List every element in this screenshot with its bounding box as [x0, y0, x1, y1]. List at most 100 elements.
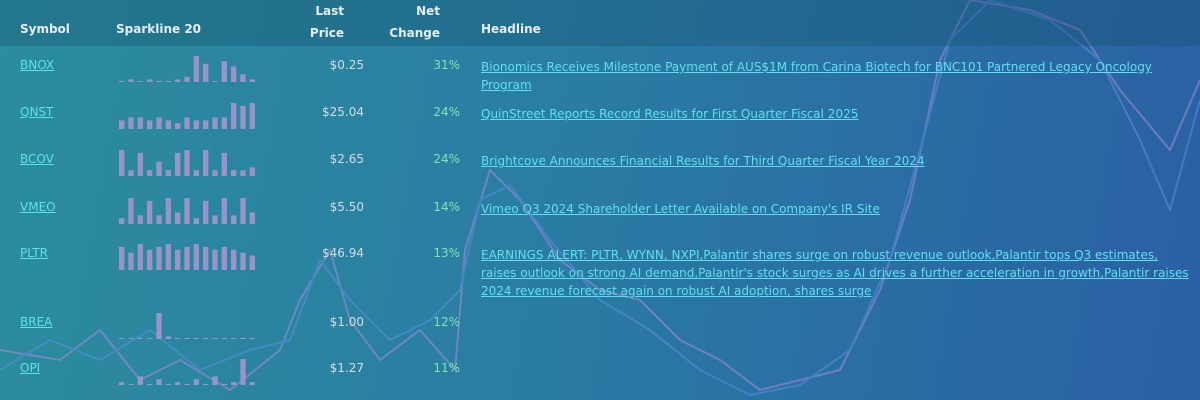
- spark-bar: [231, 249, 237, 270]
- spark-bar: [193, 170, 199, 176]
- symbol-link[interactable]: QNST: [20, 105, 54, 119]
- spark-bar: [240, 105, 246, 129]
- net-change: 11%: [433, 361, 460, 375]
- spark-bar: [175, 382, 181, 385]
- spark-bar: [137, 338, 143, 339]
- spark-bar: [165, 198, 171, 224]
- spark-bar: [249, 103, 255, 129]
- spark-bar: [184, 384, 190, 385]
- spark-bar: [249, 382, 255, 385]
- spark-bar: [128, 198, 134, 224]
- spark-bar: [212, 81, 218, 82]
- spark-bar: [165, 120, 171, 129]
- spark-bar: [156, 117, 162, 129]
- spark-bar: [231, 170, 237, 176]
- spark-bar: [128, 79, 134, 82]
- spark-bar: [193, 379, 199, 385]
- spark-bar: [147, 120, 153, 129]
- spark-bar: [147, 170, 153, 176]
- spark-bar: [203, 150, 209, 176]
- spark-bar: [184, 246, 190, 270]
- spark-bar: [249, 167, 255, 176]
- spark-bar: [175, 79, 181, 82]
- spark-bar: [203, 63, 209, 82]
- spark-bar: [221, 117, 227, 129]
- spark-bar: [221, 384, 227, 385]
- headline-link[interactable]: Bionomics Receives Milestone Payment of …: [481, 60, 1152, 92]
- spark-bar: [203, 338, 209, 339]
- spark-bar: [231, 103, 237, 129]
- spark-bar: [137, 117, 143, 129]
- spark-bar: [147, 200, 153, 224]
- spark-bar: [231, 382, 237, 385]
- spark-bar: [221, 61, 227, 82]
- spark-bar: [119, 246, 125, 270]
- sparkline: [119, 244, 255, 270]
- spark-bar: [212, 338, 218, 339]
- spark-bar: [249, 212, 255, 224]
- spark-bar: [240, 198, 246, 224]
- last-price: $1.27: [329, 361, 364, 375]
- net-change: 31%: [433, 58, 460, 72]
- spark-bar: [212, 117, 218, 129]
- sparkline: [119, 198, 255, 224]
- headline-link[interactable]: EARNINGS ALERT: PLTR, WYNN, NXPI,Palanti…: [481, 248, 1189, 298]
- spark-bar: [175, 249, 181, 270]
- spark-bar: [221, 152, 227, 176]
- table-header: Symbol Sparkline 20 Last Price Net Chang…: [0, 0, 1200, 46]
- symbol-link[interactable]: VMEO: [20, 200, 56, 214]
- spark-bar: [156, 379, 162, 385]
- spark-bar: [165, 244, 171, 270]
- spark-bar: [165, 336, 171, 339]
- spark-bar: [147, 338, 153, 339]
- spark-bar: [137, 81, 143, 82]
- spark-bar: [137, 244, 143, 270]
- spark-bar: [240, 252, 246, 270]
- spark-bar: [203, 246, 209, 270]
- spark-bar: [147, 249, 153, 270]
- spark-bar: [240, 359, 246, 385]
- spark-bar: [184, 117, 190, 129]
- spark-bar: [137, 376, 143, 385]
- spark-bar: [119, 150, 125, 176]
- symbol-link[interactable]: BCOV: [20, 152, 54, 166]
- sparkline: [119, 313, 255, 339]
- spark-bar: [128, 252, 134, 270]
- spark-bar: [156, 246, 162, 270]
- spark-bar: [212, 170, 218, 176]
- symbol-link[interactable]: BNOX: [20, 58, 55, 72]
- spark-bar: [231, 66, 237, 82]
- net-change: 12%: [433, 315, 460, 329]
- spark-bar: [147, 79, 153, 82]
- net-change: 14%: [433, 200, 460, 214]
- headline-link[interactable]: Vimeo Q3 2024 Shareholder Letter Availab…: [481, 202, 880, 216]
- headline-link[interactable]: QuinStreet Reports Record Results for Fi…: [481, 107, 859, 121]
- spark-bar: [156, 215, 162, 224]
- spark-bar: [128, 117, 134, 129]
- last-price: $25.04: [322, 105, 364, 119]
- spark-bar: [156, 313, 162, 339]
- spark-bar: [221, 198, 227, 224]
- spark-bar: [193, 218, 199, 224]
- spark-bar: [193, 244, 199, 270]
- spark-bar: [184, 150, 190, 176]
- spark-bar: [119, 81, 125, 82]
- symbol-link[interactable]: BREA: [20, 315, 53, 329]
- last-price: $1.00: [329, 315, 364, 329]
- sparkline: [119, 103, 255, 129]
- symbol-link[interactable]: OPI: [20, 361, 41, 375]
- spark-bar: [119, 120, 125, 129]
- symbol-link[interactable]: PLTR: [20, 246, 48, 260]
- spark-bar: [240, 338, 246, 339]
- sparkline: [119, 359, 255, 385]
- spark-bar: [184, 76, 190, 82]
- spark-bar: [212, 215, 218, 224]
- spark-bar: [193, 56, 199, 82]
- spark-bar: [147, 384, 153, 385]
- spark-bar: [165, 384, 171, 385]
- spark-bar: [175, 338, 181, 339]
- spark-bar: [249, 79, 255, 82]
- sparkline: [119, 56, 255, 82]
- headline-link[interactable]: Brightcove Announces Financial Results f…: [481, 154, 925, 168]
- last-price: $2.65: [329, 152, 364, 166]
